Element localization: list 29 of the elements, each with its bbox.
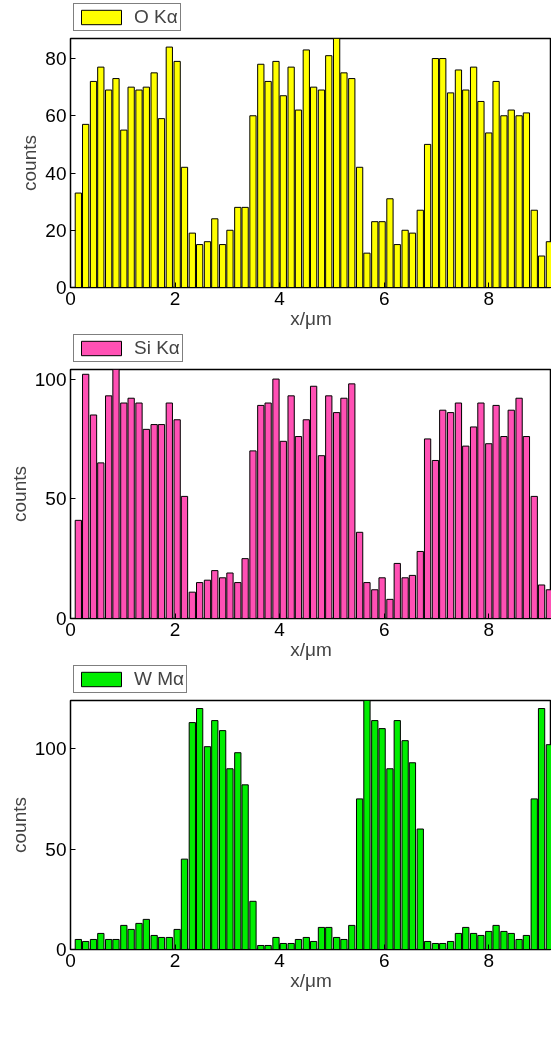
- x-axis-title: x/μm: [290, 969, 332, 991]
- legend-label: W Mα: [134, 668, 185, 690]
- x-tick-label: 4: [274, 949, 286, 971]
- x-tick-label: 2: [169, 287, 181, 309]
- y-axis-title: counts: [8, 797, 30, 853]
- x-tick-label: 4: [274, 287, 286, 309]
- y-tick-label: 40: [45, 162, 67, 184]
- x-tick-label: 2: [169, 618, 181, 640]
- x-axis-title: x/μm: [290, 307, 332, 329]
- legend-label: Si Kα: [134, 337, 180, 359]
- y-tick-label: 50: [45, 838, 67, 860]
- y-tick-label: 20: [45, 219, 67, 241]
- x-tick-label: 8: [483, 287, 495, 309]
- x-tick-label: 2: [169, 949, 181, 971]
- y-tick-label: 50: [45, 488, 67, 510]
- x-tick-label: 6: [378, 949, 390, 971]
- y-axis-title: counts: [19, 135, 41, 191]
- y-tick-label: 60: [45, 105, 67, 127]
- x-tick-label: 8: [483, 949, 495, 971]
- legend-label: O Kα: [134, 6, 178, 28]
- y-tick-label: 100: [34, 738, 67, 760]
- y-axis-title: counts: [8, 466, 30, 522]
- y-tick-label: 100: [34, 368, 67, 390]
- x-tick-label: 6: [378, 618, 390, 640]
- x-axis-title: x/μm: [290, 638, 332, 660]
- y-tick-label: 80: [45, 48, 67, 70]
- x-tick-label: 4: [274, 618, 286, 640]
- x-tick-label: 6: [378, 287, 390, 309]
- x-tick-label: 8: [483, 618, 495, 640]
